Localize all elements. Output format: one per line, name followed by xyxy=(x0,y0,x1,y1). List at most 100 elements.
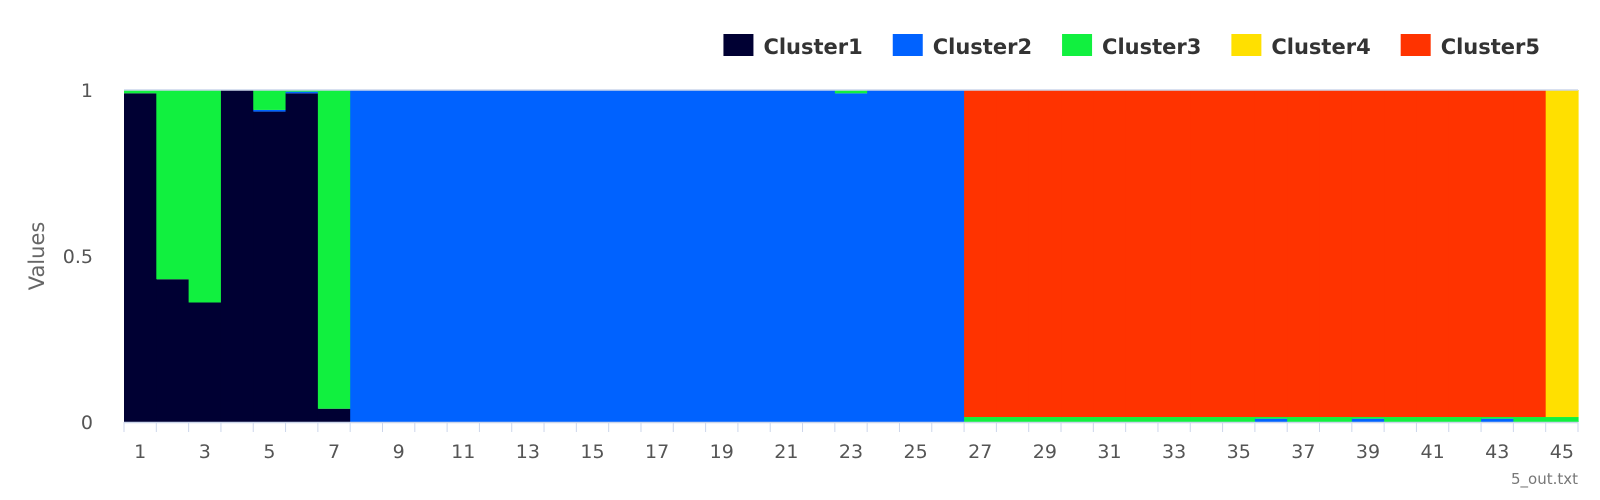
x-axis: 1 3 5 7 9 11 13 15 17 19 21 23 25 27 29 31 33 35 37 39 41 43 4… xyxy=(123,421,1579,463)
bar-segment-cluster3-28[interactable] xyxy=(996,417,1030,422)
bar-segment-cluster2-26[interactable] xyxy=(931,90,965,422)
bar-segment-cluster3-2[interactable] xyxy=(156,90,190,280)
bar-segment-cluster3-39[interactable] xyxy=(1351,417,1385,419)
bar-segment-cluster5-41[interactable] xyxy=(1416,90,1450,418)
bar-segment-cluster3-5[interactable] xyxy=(253,90,287,110)
bar-segment-cluster2-23[interactable] xyxy=(834,93,868,422)
bar-segment-cluster2-20[interactable] xyxy=(737,90,771,422)
bar-segment-cluster3-30[interactable] xyxy=(1061,417,1094,422)
bar-segment-cluster2-13[interactable] xyxy=(511,90,545,422)
legend-label: Cluster3 xyxy=(1102,35,1201,59)
bar-segment-cluster2-15[interactable] xyxy=(576,90,610,422)
bar-segment-cluster3-7[interactable] xyxy=(317,90,351,409)
bar-segment-cluster1-7[interactable] xyxy=(317,408,351,422)
bar-segment-cluster3-37[interactable] xyxy=(1287,417,1321,422)
bar-segment-cluster3-44[interactable] xyxy=(1513,417,1547,422)
bar-segment-cluster5-30[interactable] xyxy=(1061,90,1094,418)
bar-segment-cluster1-2[interactable] xyxy=(156,279,190,422)
bar-segment-cluster2-24[interactable] xyxy=(867,90,901,422)
bar-segment-cluster2-16[interactable] xyxy=(608,90,642,422)
x-tick-label: 17 xyxy=(645,441,669,463)
y-tick-label: 1 xyxy=(81,80,93,102)
bar-segment-cluster2-9[interactable] xyxy=(382,90,416,422)
bar-segment-cluster5-28[interactable] xyxy=(996,90,1030,418)
legend-item-cluster3[interactable]: Cluster3 xyxy=(1062,34,1201,59)
bar-segment-cluster5-37[interactable] xyxy=(1287,90,1321,418)
bar-segment-cluster3-41[interactable] xyxy=(1416,417,1450,422)
bar-segment-cluster2-5[interactable] xyxy=(253,109,287,112)
bar-segment-cluster3-1[interactable] xyxy=(124,90,157,94)
bar-segment-cluster2-12[interactable] xyxy=(479,90,513,422)
bar-segment-cluster1-6[interactable] xyxy=(285,93,319,422)
credits-label[interactable]: 5_out.txt xyxy=(1511,470,1578,489)
bar-segment-cluster3-6[interactable] xyxy=(285,90,319,92)
bar-segment-cluster5-33[interactable] xyxy=(1157,90,1191,418)
bar-segment-cluster5-39[interactable] xyxy=(1351,90,1385,418)
legend-item-cluster5[interactable]: Cluster5 xyxy=(1400,34,1540,59)
legend-swatch xyxy=(1062,34,1093,56)
bar-segment-cluster2-17[interactable] xyxy=(640,90,674,422)
bar-segment-cluster5-31[interactable] xyxy=(1093,90,1127,418)
bar-segment-cluster4-45[interactable] xyxy=(1545,90,1579,418)
bar-segment-cluster2-11[interactable] xyxy=(447,90,481,422)
bar-segment-cluster5-34[interactable] xyxy=(1190,90,1224,418)
bar-segment-cluster3-29[interactable] xyxy=(1028,417,1062,422)
bar-segment-cluster2-14[interactable] xyxy=(544,90,577,422)
bar-segment-cluster3-43[interactable] xyxy=(1481,417,1514,419)
bar-segment-cluster2-6[interactable] xyxy=(285,91,319,94)
bar-segment-cluster2-19[interactable] xyxy=(705,90,739,422)
bar-segment-cluster5-40[interactable] xyxy=(1384,90,1418,418)
bar-segment-cluster5-38[interactable] xyxy=(1319,90,1353,418)
bar-segment-cluster5-44[interactable] xyxy=(1513,90,1547,418)
bar-segment-cluster2-25[interactable] xyxy=(899,90,933,422)
bar-segment-cluster2-18[interactable] xyxy=(673,90,707,422)
legend-item-cluster2[interactable]: Cluster2 xyxy=(892,34,1032,59)
bar-segment-cluster3-34[interactable] xyxy=(1190,417,1224,422)
bar-segment-cluster3-32[interactable] xyxy=(1125,417,1159,422)
bar-segment-cluster5-43[interactable] xyxy=(1481,90,1514,418)
legend-label: Cluster2 xyxy=(933,35,1032,59)
bar-segment-cluster2-8[interactable] xyxy=(350,90,384,422)
bar-segment-cluster3-27[interactable] xyxy=(964,417,997,422)
bar-segment-cluster1-4[interactable] xyxy=(220,90,254,422)
bar-segment-cluster2-10[interactable] xyxy=(414,90,448,422)
x-tick-label: 37 xyxy=(1291,441,1315,463)
bar-segment-cluster3-38[interactable] xyxy=(1319,417,1353,422)
bar-segment-cluster5-32[interactable] xyxy=(1125,90,1159,418)
legend-item-cluster1[interactable]: Cluster1 xyxy=(723,34,863,59)
bar-segment-cluster3-40[interactable] xyxy=(1384,417,1418,422)
legend-swatch xyxy=(723,34,754,56)
bar-segment-cluster5-36[interactable] xyxy=(1254,90,1288,418)
bar-segment-cluster3-35[interactable] xyxy=(1222,417,1256,422)
bar-segment-cluster2-21[interactable] xyxy=(770,90,804,422)
bar-segment-cluster2-39[interactable] xyxy=(1351,418,1385,422)
x-tick-label: 21 xyxy=(774,441,798,463)
x-tick-label: 35 xyxy=(1227,441,1251,463)
bar-segment-cluster2-22[interactable] xyxy=(802,90,836,422)
bar-segment-cluster3-45[interactable] xyxy=(1545,417,1579,422)
bar-segment-cluster1-3[interactable] xyxy=(188,302,222,422)
bar-segment-cluster3-42[interactable] xyxy=(1448,417,1482,422)
bar-segment-cluster3-3[interactable] xyxy=(188,90,222,303)
bar-segment-cluster3-33[interactable] xyxy=(1157,417,1191,422)
legend-item-cluster4[interactable]: Cluster4 xyxy=(1231,34,1371,59)
y-tick-label: 0.5 xyxy=(63,246,93,268)
bar-segment-cluster1-5[interactable] xyxy=(253,111,287,422)
bar-segment-cluster5-42[interactable] xyxy=(1448,90,1482,418)
bar-segment-cluster5-35[interactable] xyxy=(1222,90,1256,418)
x-tick-label: 19 xyxy=(710,441,734,463)
x-tick-label: 43 xyxy=(1485,441,1509,463)
bar-segment-cluster3-36[interactable] xyxy=(1254,417,1288,419)
y-tick-label: 0 xyxy=(81,412,93,434)
legend-swatch xyxy=(1231,34,1262,56)
bar-segment-cluster2-43[interactable] xyxy=(1481,418,1514,422)
x-tick-label: 23 xyxy=(839,441,863,463)
bar-segment-cluster2-36[interactable] xyxy=(1254,418,1288,422)
x-tick-label: 13 xyxy=(516,441,540,463)
bar-segment-cluster3-23[interactable] xyxy=(834,90,868,94)
bar-segment-cluster3-31[interactable] xyxy=(1093,417,1127,422)
bar-segment-cluster1-1[interactable] xyxy=(124,93,157,422)
bar-segment-cluster5-27[interactable] xyxy=(964,90,997,418)
bar-segment-cluster5-29[interactable] xyxy=(1028,90,1062,418)
